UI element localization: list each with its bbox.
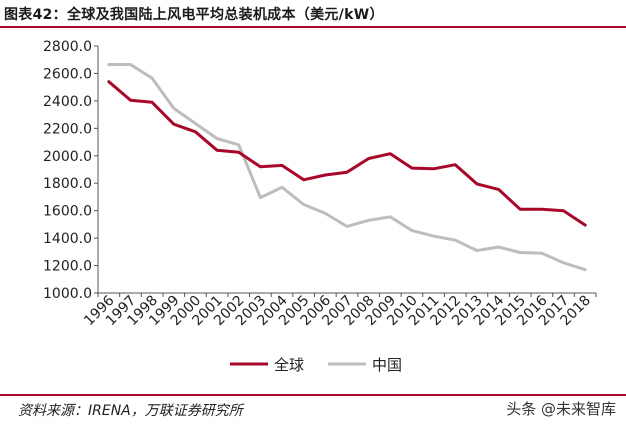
y-tick-label: 1200.0 xyxy=(43,259,92,275)
legend-label-0: 全球 xyxy=(274,356,304,374)
y-tick-label: 1600.0 xyxy=(43,204,92,220)
legend: 全球 中国 xyxy=(230,356,402,374)
footer-divider xyxy=(0,394,626,396)
chart-svg: 1000.0 1200.0 1400.0 1600.0 1800.0 2000.0 2200… xyxy=(43,39,597,374)
y-tick-label: 1400.0 xyxy=(43,231,92,247)
watermark-text: 头条 @未来智库 xyxy=(506,400,616,418)
y-tick-label: 2200.0 xyxy=(43,121,92,137)
series-line-0 xyxy=(107,80,587,227)
series-layer xyxy=(107,63,587,272)
y-tick-label: 2600.0 xyxy=(43,66,92,82)
axes: 1000.0 1200.0 1400.0 1600.0 1800.0 2000.0 2200… xyxy=(43,39,597,329)
y-tick-label: 1800.0 xyxy=(43,176,92,192)
y-tick-label: 2800.0 xyxy=(43,39,92,55)
legend-label-1: 中国 xyxy=(372,356,402,374)
source-note: 资料来源：IRENA，万联证券研究所 xyxy=(18,403,243,419)
series-line-1 xyxy=(107,63,587,272)
chart-title: 图表42：全球及我国陆上风电平均总装机成本（美元/kW） xyxy=(4,7,384,23)
y-tick-label: 1000.0 xyxy=(43,286,92,302)
y-tick-label: 2400.0 xyxy=(43,94,92,110)
title-divider xyxy=(0,26,626,28)
y-tick-label: 2000.0 xyxy=(43,149,92,165)
